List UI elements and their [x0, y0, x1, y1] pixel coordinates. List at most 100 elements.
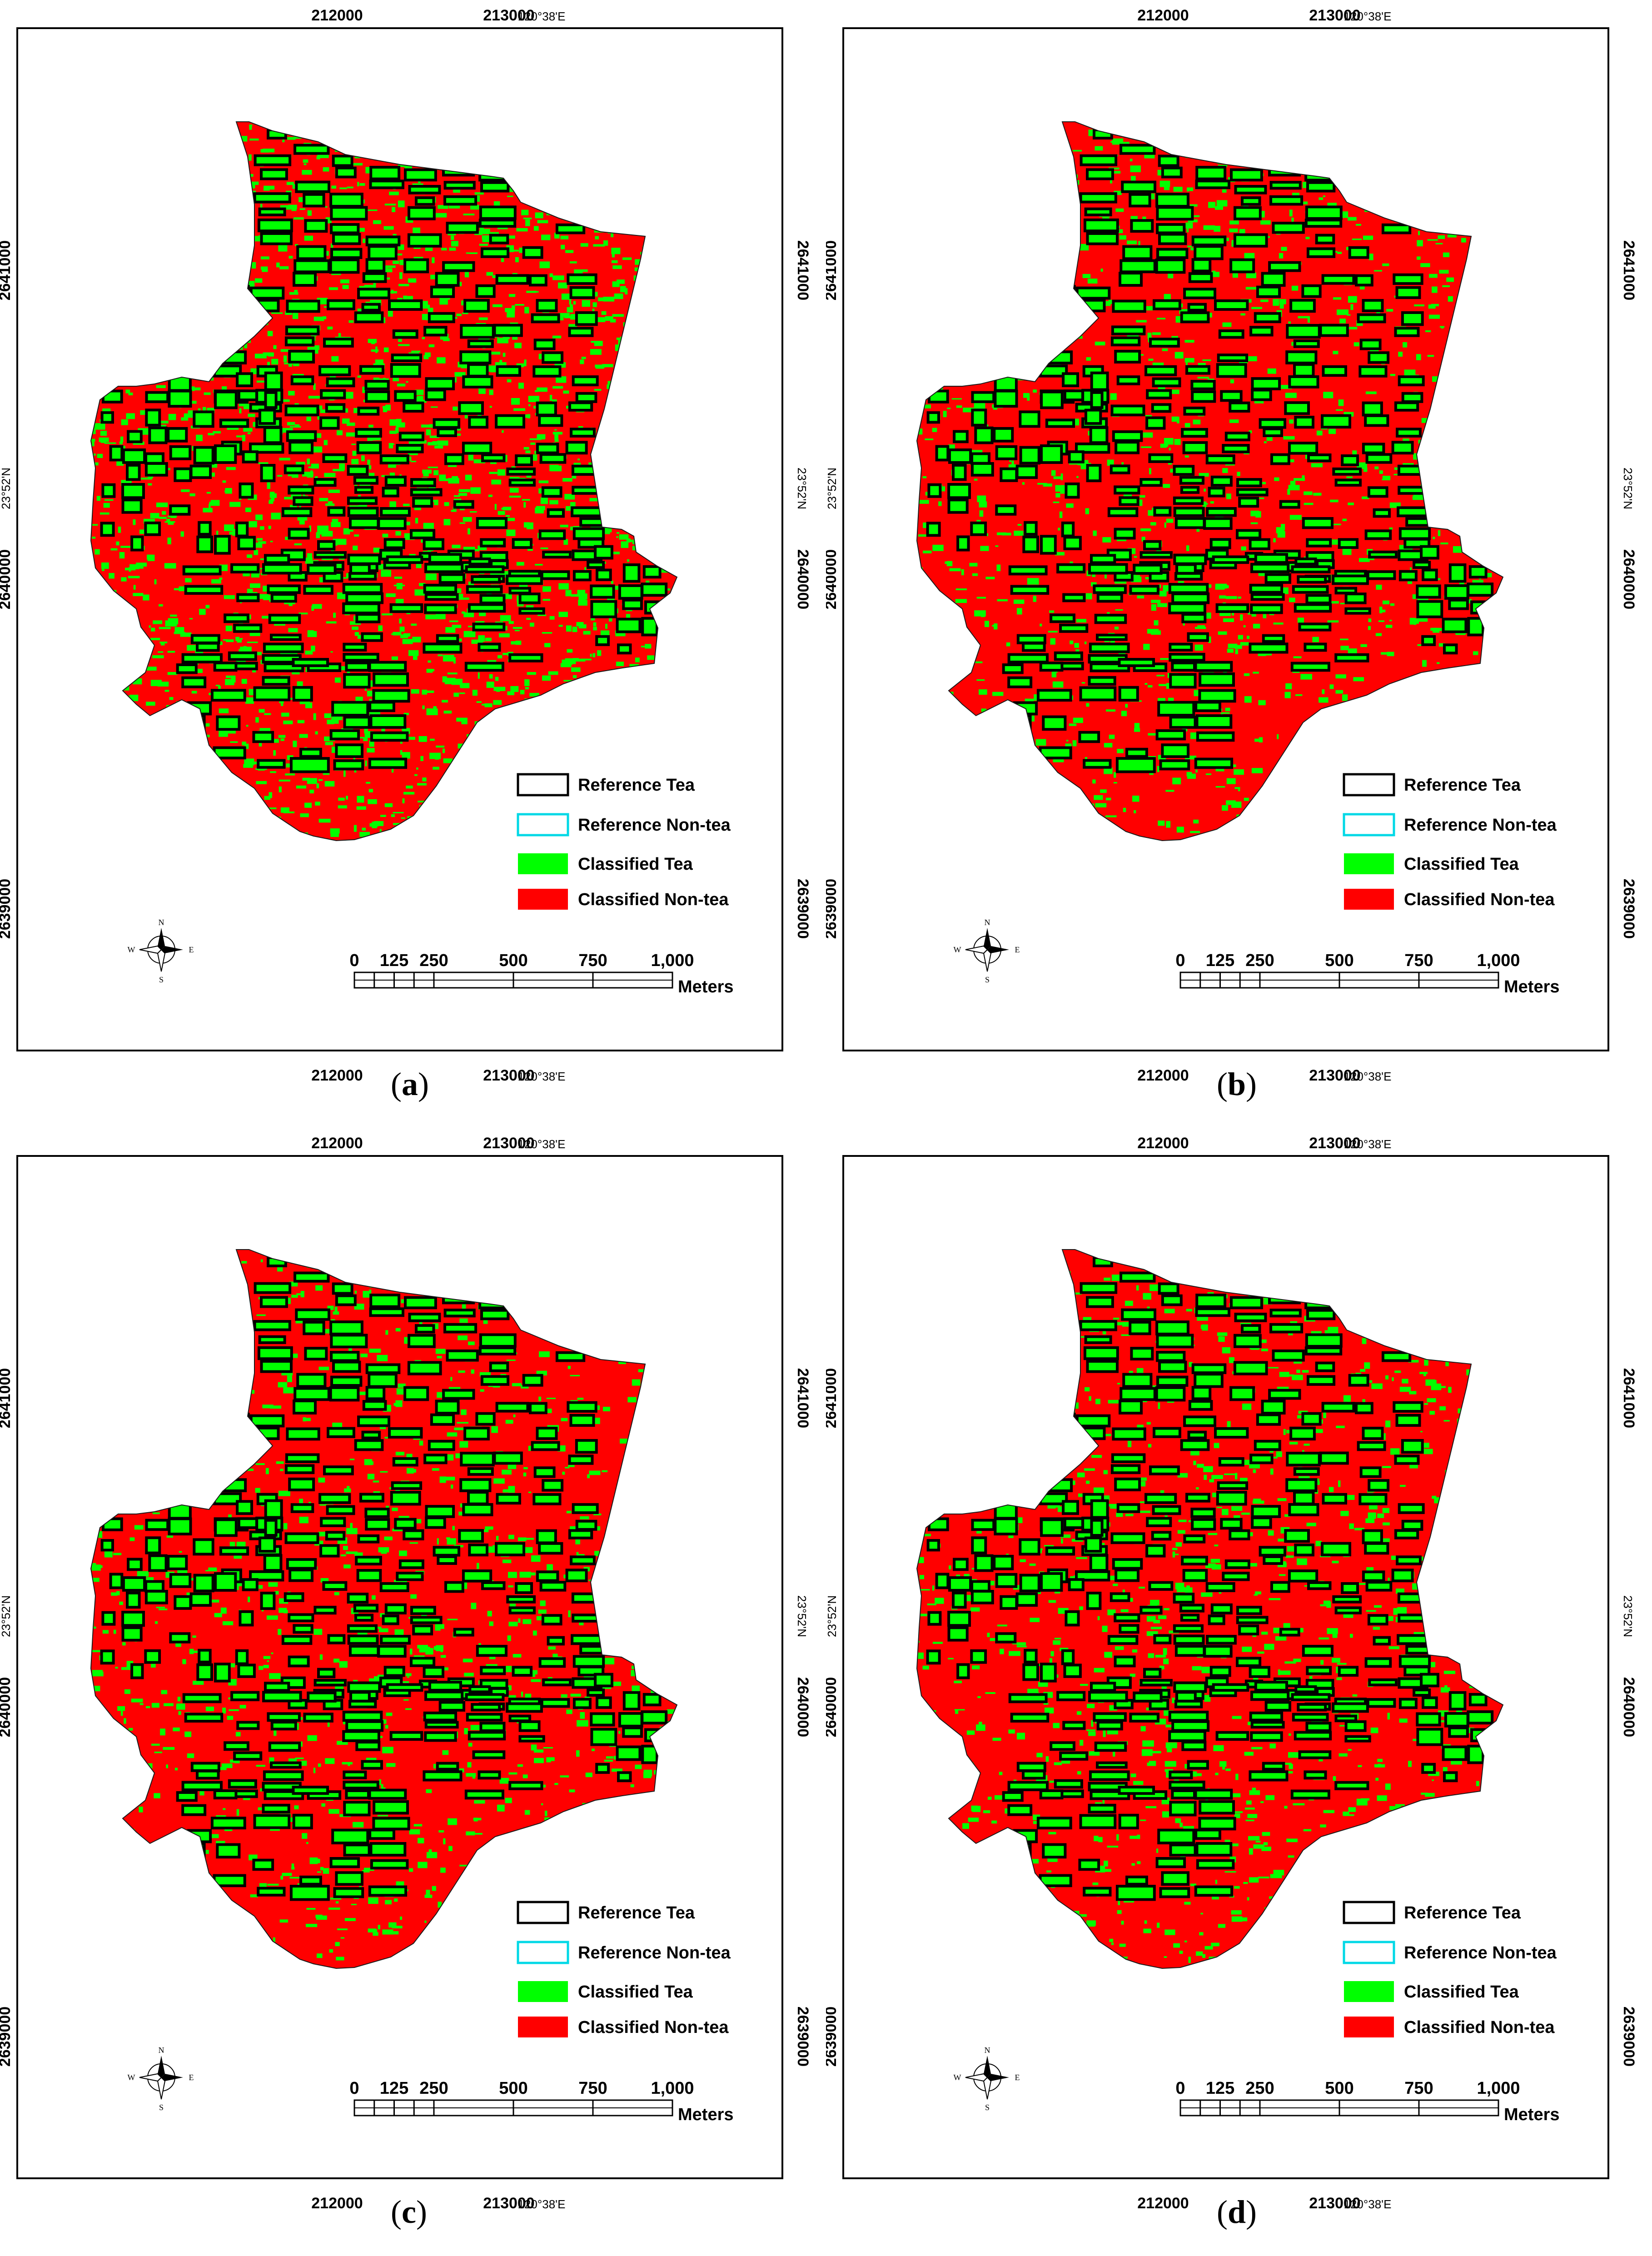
reference-tea-parcel: [193, 410, 214, 428]
classified-tea-pixel: [507, 379, 512, 383]
reference-tea-parcel: [555, 223, 586, 234]
classified-tea-pixel: [592, 309, 595, 312]
classified-tea-pixel: [994, 623, 998, 630]
reference-tea-parcel: [1290, 662, 1330, 672]
classified-tea-pixel: [1051, 470, 1056, 476]
classified-tea-pixel: [390, 291, 397, 294]
classified-tea-pixel: [976, 597, 986, 599]
reference-tea-parcel: [468, 416, 489, 429]
classified-tea-pixel: [307, 778, 317, 784]
reference-tea-parcel: [1293, 363, 1315, 378]
reference-tea-parcel: [575, 392, 597, 403]
classified-tea-pixel: [626, 538, 631, 543]
classified-tea-pixel: [1176, 827, 1184, 833]
reference-tea-parcel: [531, 313, 560, 324]
legend-swatch-3: [518, 889, 568, 910]
classified-tea-pixel: [534, 450, 537, 454]
classified-tea-pixel: [498, 511, 505, 515]
classified-tea-pixel: [92, 537, 96, 539]
reference-tea-parcel: [1332, 467, 1362, 476]
reference-tea-parcel: [446, 222, 479, 234]
classified-tea-pixel: [1139, 495, 1145, 498]
classified-tea-pixel: [511, 398, 520, 405]
reference-tea-parcel: [1251, 388, 1272, 401]
classified-tea-pixel: [418, 736, 427, 742]
classified-tea-pixel: [327, 1305, 334, 1310]
classified-tea-pixel: [1438, 235, 1445, 239]
classified-tea-pixel: [1112, 138, 1124, 145]
classified-tea-pixel: [92, 439, 95, 447]
classified-tea-pixel: [405, 522, 410, 525]
classified-tea-pixel: [595, 236, 599, 239]
classified-tea-pixel: [308, 396, 320, 399]
classified-tea-pixel: [368, 799, 377, 804]
classified-tea-pixel: [260, 266, 268, 270]
y-label-bottom-left: 2639000: [826, 879, 840, 939]
classified-tea-pixel: [1085, 593, 1092, 600]
classified-tea-pixel: [1115, 208, 1124, 212]
classified-tea-pixel: [155, 424, 166, 428]
reference-tea-parcel: [1110, 336, 1141, 347]
classified-tea-pixel: [322, 316, 327, 319]
classified-tea-pixel: [271, 496, 274, 502]
classified-tea-pixel: [338, 797, 345, 801]
reference-tea-parcel: [1065, 482, 1080, 499]
classified-tea-pixel: [1428, 314, 1440, 319]
classified-tea-pixel: [1244, 696, 1252, 703]
classified-tea-pixel: [1169, 448, 1171, 451]
compass-label-s: S: [985, 975, 990, 984]
classified-tea-pixel: [992, 692, 1004, 696]
reference-tea-parcel: [1190, 380, 1216, 390]
classified-tea-pixel: [614, 293, 623, 299]
classified-tea-pixel: [402, 798, 405, 803]
classified-tea-pixel: [383, 378, 386, 382]
classified-tea-pixel: [561, 244, 565, 249]
classified-tea-pixel: [411, 350, 421, 353]
reference-tea-parcel: [993, 427, 1014, 443]
reference-tea-parcel: [423, 538, 444, 550]
classified-tea-pixel: [1231, 612, 1234, 616]
classified-tea-pixel: [229, 531, 235, 535]
classified-tea-pixel: [415, 389, 424, 395]
reference-tea-parcel: [361, 303, 381, 312]
reference-tea-parcel: [268, 613, 301, 624]
classified-tea-pixel: [1386, 309, 1393, 312]
reference-tea-parcel: [437, 428, 457, 437]
classified-tea-pixel: [470, 511, 477, 513]
reference-tea-parcel: [1075, 286, 1111, 300]
reference-tea-parcel: [508, 478, 536, 487]
reference-tea-parcel: [1022, 642, 1046, 652]
classified-tea-pixel: [381, 570, 391, 577]
reference-tea-parcel: [1416, 584, 1441, 599]
classified-tea-pixel: [1240, 614, 1243, 621]
classified-tea-pixel: [324, 736, 335, 742]
reference-tea-parcel: [1173, 465, 1195, 476]
reference-tea-parcel: [642, 565, 662, 579]
classified-tea-pixel: [350, 621, 361, 625]
reference-tea-parcel: [290, 375, 314, 385]
classified-tea-pixel: [1468, 599, 1472, 604]
classified-tea-pixel: [226, 639, 234, 642]
classified-tea-pixel: [1069, 723, 1077, 726]
reference-tea-parcel: [1015, 464, 1038, 479]
classified-tea-pixel: [449, 247, 456, 251]
classified-tea-pixel: [1074, 643, 1079, 648]
classified-tea-pixel: [996, 564, 1001, 571]
classified-tea-pixel: [1100, 269, 1103, 272]
classified-tea-pixel: [96, 496, 100, 501]
classified-tea-pixel: [471, 639, 483, 644]
classified-tea-pixel: [1232, 272, 1238, 278]
classified-tea-pixel: [318, 779, 323, 781]
classified-tea-pixel: [1218, 631, 1227, 635]
reference-tea-parcel: [1002, 663, 1024, 674]
classified-tea-pixel: [1121, 711, 1127, 717]
classified-tea-pixel: [1382, 600, 1389, 604]
reference-tea-parcel: [293, 272, 317, 287]
map-panel-c: 212000 213000 120°38'E 212000 213000 120°38'E…: [0, 1128, 826, 2256]
classified-tea-pixel: [537, 387, 547, 392]
classified-tea-pixel: [1174, 352, 1184, 359]
classified-tea-pixel: [1152, 363, 1164, 368]
classified-tea-pixel: [128, 393, 133, 395]
classified-tea-pixel: [565, 590, 572, 597]
classified-tea-pixel: [526, 475, 532, 478]
